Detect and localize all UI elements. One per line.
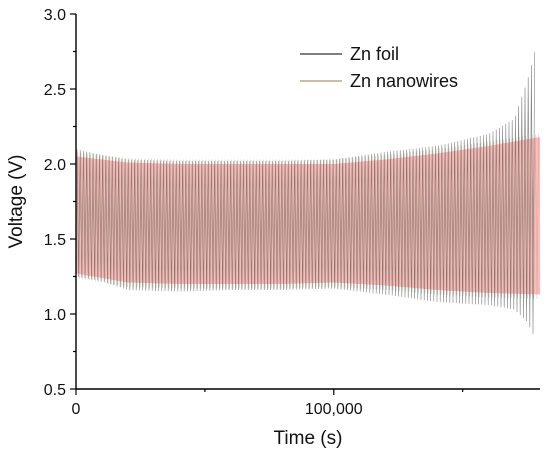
y-axis-title: Voltage (V) [6,155,27,249]
x-axis-title: Time (s) [274,428,343,449]
x-tick-label: 100,000 [305,401,363,418]
y-tick-label: 0.5 [44,382,66,399]
legend-label-zn-nanowires: Zn nanowires [350,71,458,91]
series-line-zn-nanowires [77,134,539,299]
y-tick-label: 1.0 [44,307,66,324]
y-tick-label: 3.0 [44,7,66,24]
plot-layer [76,52,540,335]
y-tick-label: 1.5 [44,232,66,249]
x-tick-label: 0 [72,401,81,418]
ticks-layer: 0.5 1.0 1.5 2.0 2.5 3.0 0 100,000 [44,7,464,418]
legend-label-zn-foil: Zn foil [350,44,399,64]
y-tick-label: 2.5 [44,82,66,99]
legend: Zn foil Zn nanowires [300,44,458,91]
y-tick-label: 2.0 [44,157,66,174]
